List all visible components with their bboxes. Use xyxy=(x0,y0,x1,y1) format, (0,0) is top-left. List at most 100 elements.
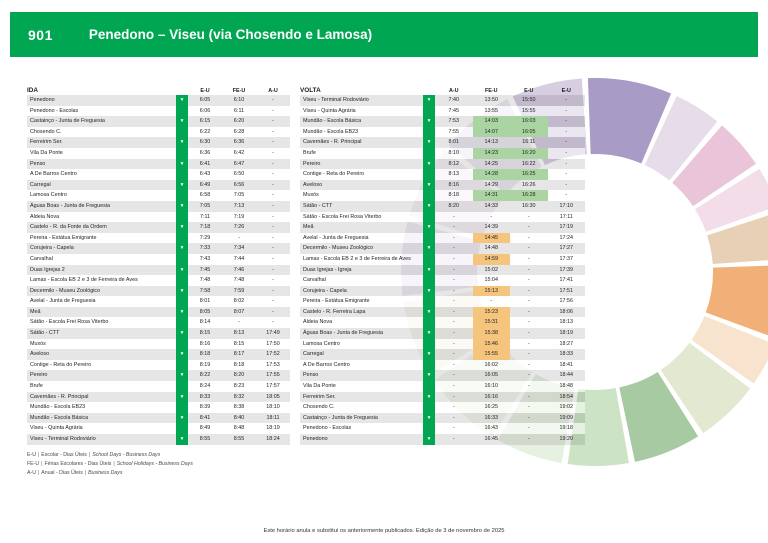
table-row: Viseu - Terminal Rodoviário ▼ 7:40 13:50 15:… xyxy=(300,95,585,106)
stop-name: Contige - Reta do Pereiro xyxy=(303,171,365,178)
time-cell: 6:15 xyxy=(199,118,211,125)
ring-segment xyxy=(587,77,672,164)
time-cell: - xyxy=(272,277,274,284)
table-row: Viseu - Terminal Rodoviário ▼ 8:55 8:55 18:2… xyxy=(27,434,290,445)
time-cell: 14:31 xyxy=(472,190,510,201)
time-cell: 6:22 xyxy=(199,128,211,135)
time-cell: 7:48 xyxy=(233,277,245,284)
time-cell: 8:55 xyxy=(233,436,245,442)
time-cell: 8:12 xyxy=(448,160,460,167)
legend-code: A-U xyxy=(27,470,36,476)
time-cell: 8:48 xyxy=(233,425,245,432)
time-cell: - xyxy=(527,436,530,442)
time-cell: 14:39 xyxy=(484,224,499,231)
time-cell: 7:53 xyxy=(448,118,460,125)
route-strip xyxy=(423,296,435,307)
time-cell: 16:03 xyxy=(510,116,548,127)
ida-rows: Penedono ▼ 6:05 6:10 - Penedono - Escolas 6:06… xyxy=(27,95,290,445)
stop-name: Águas Boas - Junta de Freguesia xyxy=(303,330,384,337)
header-bar: 901 Penedono – Viseu (via Chosendo e Lam… xyxy=(10,12,758,57)
time-cell: 7:33 xyxy=(199,245,211,252)
route-strip xyxy=(176,317,188,329)
time-cell: 19:02 xyxy=(559,404,574,411)
route-strip xyxy=(176,190,188,201)
column-header: E-U xyxy=(561,88,571,94)
stop-name: Avelal - Junta de Freguesia xyxy=(303,234,369,241)
volta-column-headers: A-U FE-U E-U E-U xyxy=(435,88,585,94)
table-row: Chosendo C. - 16:25 - 19:02 xyxy=(300,402,585,413)
time-cell: - xyxy=(452,425,455,432)
time-cell: 8:55 xyxy=(199,436,211,442)
stop-name: Pereiro xyxy=(303,160,321,167)
stop-name: Ferreirim Ser. xyxy=(303,393,336,400)
time-cell: 18:27 xyxy=(559,340,574,347)
time-cell: 16:45 xyxy=(484,436,499,442)
stop-name: Lamosa Centro xyxy=(30,192,67,199)
time-cell: 7:43 xyxy=(199,255,211,262)
stop-name: Corujeira - Capela xyxy=(30,245,74,252)
table-row: Muxós 8:16 8:15 17:50 xyxy=(27,338,290,350)
time-cell: 16:02 xyxy=(484,361,499,368)
time-cell: 15:04 xyxy=(484,277,499,284)
table-row: Sátão - Escola Frei Rosa Viterbo - - - 17:11 xyxy=(300,211,585,223)
time-cell: - xyxy=(272,234,274,241)
time-cell: - xyxy=(452,319,455,326)
route-arrow-icon: ▼ xyxy=(176,328,188,339)
stop-name: Meã xyxy=(30,308,41,315)
route-arrow-icon: ▼ xyxy=(176,222,188,233)
column-header: A-U xyxy=(448,88,459,94)
stop-name: Brufe xyxy=(30,383,43,390)
time-cell: - xyxy=(272,202,274,209)
time-cell: 16:10 xyxy=(484,383,499,390)
table-row: Penedono - Escolas - 16:43 - 19:18 xyxy=(300,423,585,434)
table-row: Sátão - CTT ▼ 8:20 14:33 16:30 17:10 xyxy=(300,200,585,212)
time-cell: - xyxy=(527,287,530,294)
ida-timetable: IDA E-U FE-U A-U Penedono ▼ 6:05 6:10- Penedon… xyxy=(27,84,290,445)
stop-name: Ferreirim Ser. xyxy=(30,139,63,146)
volta-title: VOLTA xyxy=(300,87,321,94)
legend-item-feu: FE-U | Férias Escolares - Dias Úteis | Schoo… xyxy=(27,460,193,469)
time-cell: 6:20 xyxy=(233,118,245,125)
stop-name: Sátão - Escola Frei Rosa Viterbo xyxy=(30,319,109,326)
route-strip xyxy=(176,211,188,223)
time-cell: 17:19 xyxy=(559,224,574,231)
time-cell: - xyxy=(272,308,274,315)
stop-name: Penedono - Escolas xyxy=(303,425,352,432)
time-cell: - xyxy=(272,118,274,125)
stop-name: Viseu - Quinta Agrária xyxy=(30,425,83,432)
time-cell: 17:10 xyxy=(559,202,574,209)
time-cell: 8:18 xyxy=(448,192,460,199)
route-strip xyxy=(176,169,188,180)
stop-name: Vila Da Ponte xyxy=(303,383,336,390)
route-arrow-icon: ▼ xyxy=(423,200,435,212)
time-cell: 7:58 xyxy=(199,287,211,294)
time-cell: 16:26 xyxy=(522,181,536,188)
time-cell: 18:44 xyxy=(559,372,574,379)
time-cell: - xyxy=(272,128,274,135)
time-cell: 8:17 xyxy=(233,351,245,358)
table-row: Castainço - Junta de Freguesia ▼ 6:15 6:20 - xyxy=(27,116,290,127)
ring-segment xyxy=(672,125,757,207)
stop-name: Chosendo C. xyxy=(30,128,62,135)
time-cell: - xyxy=(527,224,530,231)
legend-text-en: School Holidays - Business Days xyxy=(116,461,193,467)
time-cell: 8:15 xyxy=(199,330,211,337)
time-cell: - xyxy=(272,319,274,326)
time-cell: 17:57 xyxy=(266,383,280,390)
time-cell: - xyxy=(565,160,568,167)
legend-text-pt: Escolar - Dias Úteis xyxy=(41,452,87,458)
route-title: Penedono – Viseu (via Chosendo e Lamosa) xyxy=(88,27,373,42)
stop-name: Penedono - Escolas xyxy=(30,107,79,114)
time-cell: - xyxy=(452,414,455,421)
stop-name: Mundão - Escola EB23 xyxy=(30,404,86,411)
route-arrow-icon: ▼ xyxy=(423,412,435,424)
route-arrow-icon: ▼ xyxy=(176,200,188,212)
time-cell: - xyxy=(527,213,530,220)
ring-segment xyxy=(619,371,699,462)
route-arrow-icon: ▼ xyxy=(423,158,435,170)
time-cell: 15:02 xyxy=(484,266,499,273)
stop-name: Sátão - Escola Frei Rosa Viterbo xyxy=(303,213,382,220)
time-cell: 18:48 xyxy=(559,383,574,390)
time-cell: 16:05 xyxy=(484,372,499,379)
